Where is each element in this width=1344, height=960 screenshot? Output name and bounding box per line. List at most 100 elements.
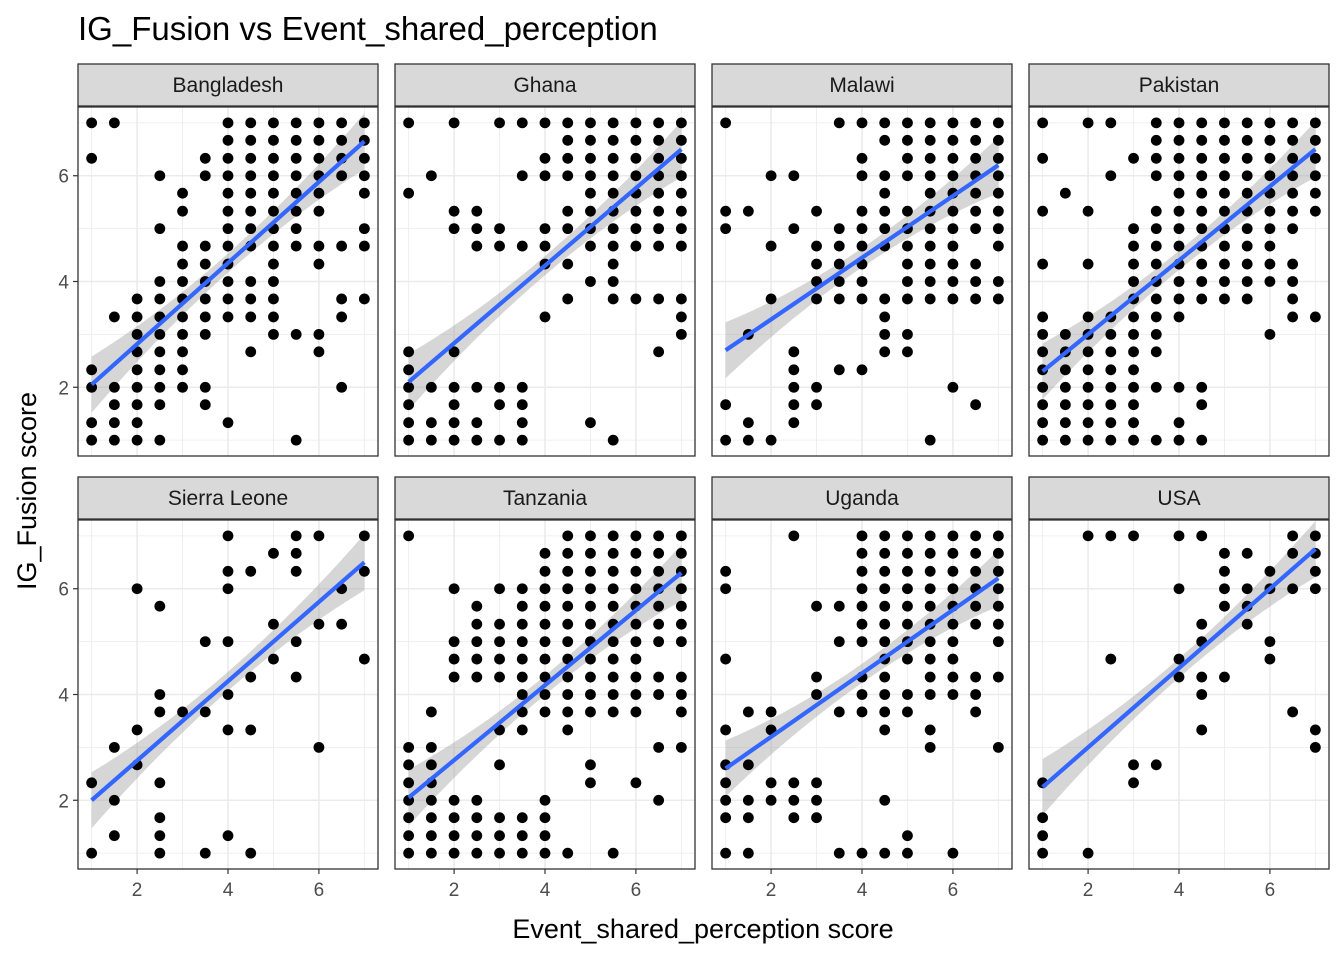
data-point (516, 170, 528, 182)
data-point (448, 653, 460, 665)
data-point (222, 117, 234, 129)
data-point (1082, 258, 1094, 270)
data-point (833, 847, 845, 859)
data-point (992, 671, 1004, 683)
data-point (607, 671, 619, 683)
data-point (539, 689, 551, 700)
data-point (607, 134, 619, 146)
data-point (630, 152, 642, 164)
data-point (403, 759, 415, 771)
data-point (1196, 187, 1208, 199)
data-point (154, 276, 166, 287)
data-point (833, 706, 845, 718)
data-point (1150, 170, 1162, 182)
data-point (992, 636, 1004, 648)
data-point (313, 741, 325, 753)
data-point (471, 434, 483, 446)
data-point (1196, 293, 1208, 305)
data-point (494, 223, 505, 235)
data-point (1128, 276, 1139, 287)
y-tick-label: 4 (58, 273, 69, 294)
data-point (358, 187, 370, 199)
data-point (539, 565, 551, 577)
data-point (970, 706, 982, 718)
data-point (313, 618, 325, 630)
data-point (630, 293, 642, 305)
panel-ghana: Ghana (394, 63, 696, 457)
data-point (879, 205, 891, 217)
data-point (448, 399, 460, 411)
data-point (675, 293, 687, 305)
y-tick-label: 4 (58, 686, 69, 707)
data-point (992, 152, 1004, 164)
data-point (425, 741, 437, 753)
data-point (494, 117, 505, 129)
data-point (675, 741, 687, 753)
data-point (607, 223, 619, 235)
data-point (290, 205, 302, 217)
data-point (177, 364, 188, 376)
data-point (585, 170, 596, 182)
data-point (630, 636, 642, 648)
data-point (177, 276, 188, 287)
data-point (992, 530, 1004, 542)
data-point (154, 381, 166, 393)
data-point (720, 847, 732, 859)
data-point (403, 417, 415, 429)
data-point (630, 117, 642, 129)
data-point (653, 293, 665, 305)
data-point (562, 706, 574, 718)
data-point (448, 830, 460, 842)
data-point (1037, 381, 1049, 393)
data-point (585, 417, 596, 429)
data-point (630, 618, 642, 630)
data-point (902, 276, 913, 287)
data-point (1105, 364, 1117, 376)
data-point (425, 706, 437, 718)
data-point (1082, 364, 1094, 376)
data-point (222, 530, 234, 542)
data-point (539, 812, 551, 824)
data-point (562, 117, 574, 129)
data-point (1287, 134, 1299, 146)
data-point (1219, 293, 1230, 305)
data-point (516, 847, 528, 859)
data-point (856, 583, 868, 595)
data-point (653, 618, 665, 630)
data-point (765, 777, 777, 789)
data-point (1264, 240, 1276, 252)
facet-label: Sierra Leone (168, 487, 288, 510)
data-point (245, 170, 257, 182)
data-point (924, 724, 936, 736)
data-point (1241, 152, 1253, 164)
data-point (222, 276, 234, 287)
data-point (811, 600, 822, 612)
data-point (290, 240, 302, 252)
data-point (1264, 170, 1276, 182)
data-point (833, 636, 845, 648)
data-point (1219, 583, 1230, 595)
data-point (268, 152, 279, 164)
data-point (199, 258, 211, 270)
data-point (585, 600, 596, 612)
data-point (1150, 117, 1162, 129)
data-point (108, 794, 120, 806)
data-point (879, 600, 891, 612)
data-point (516, 830, 528, 842)
y-tick-label: 6 (58, 580, 69, 601)
data-point (607, 117, 619, 129)
data-point (788, 170, 800, 182)
data-point (1150, 328, 1162, 340)
data-point (765, 170, 777, 182)
data-point (947, 847, 959, 859)
data-point (833, 276, 845, 287)
data-point (268, 240, 279, 252)
data-point (199, 328, 211, 340)
data-point (471, 794, 483, 806)
data-point (720, 205, 732, 217)
data-point (1309, 724, 1321, 736)
data-point (177, 187, 188, 199)
data-point (177, 328, 188, 340)
data-point (1264, 258, 1276, 270)
data-point (268, 311, 279, 323)
